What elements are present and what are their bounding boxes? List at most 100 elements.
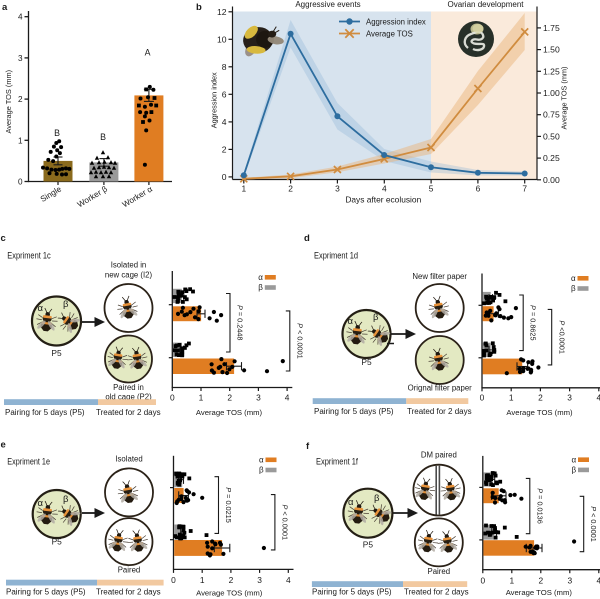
svg-text:Days after ecolusion: Days after ecolusion bbox=[345, 195, 421, 205]
svg-text:Average TOS (mm): Average TOS (mm) bbox=[196, 408, 263, 417]
svg-text:DM paired: DM paired bbox=[421, 451, 457, 460]
svg-text:Treated for 2 days: Treated for 2 days bbox=[96, 588, 161, 597]
svg-text:B: B bbox=[100, 132, 106, 142]
svg-text:0.50: 0.50 bbox=[543, 131, 560, 141]
svg-text:P < 0.0001: P < 0.0001 bbox=[295, 323, 304, 359]
svg-text:0.00: 0.00 bbox=[543, 175, 560, 185]
svg-text:β: β bbox=[63, 299, 69, 310]
svg-text:3: 3 bbox=[256, 392, 261, 402]
svg-text:a: a bbox=[2, 2, 8, 13]
svg-text:P5: P5 bbox=[51, 348, 62, 358]
svg-text:12: 12 bbox=[217, 7, 227, 17]
svg-text:0.75: 0.75 bbox=[543, 110, 560, 120]
svg-text:1: 1 bbox=[199, 392, 204, 402]
svg-text:4: 4 bbox=[382, 184, 387, 194]
svg-text:P < 0.0001: P < 0.0001 bbox=[280, 504, 289, 540]
svg-text:4: 4 bbox=[222, 117, 227, 127]
svg-text:2: 2 bbox=[18, 95, 23, 104]
svg-text:Pairing for 5 days (P5): Pairing for 5 days (P5) bbox=[312, 588, 392, 597]
svg-text:Expriment 1e: Expriment 1e bbox=[7, 457, 50, 467]
svg-text:α: α bbox=[348, 497, 354, 508]
svg-text:Expriment 1f: Expriment 1f bbox=[316, 457, 358, 467]
svg-text:3: 3 bbox=[257, 575, 262, 585]
svg-text:β: β bbox=[374, 493, 380, 504]
svg-text:β: β bbox=[259, 466, 264, 475]
svg-text:Orignal filter paper: Orignal filter paper bbox=[408, 383, 473, 392]
svg-text:P5: P5 bbox=[363, 540, 374, 550]
svg-text:2: 2 bbox=[288, 184, 293, 194]
svg-text:B: B bbox=[54, 128, 60, 138]
svg-text:P = 0.8625: P = 0.8625 bbox=[529, 305, 538, 341]
svg-text:Average TOS (mm): Average TOS (mm) bbox=[560, 67, 569, 130]
svg-text:3: 3 bbox=[567, 393, 572, 403]
svg-text:0: 0 bbox=[480, 393, 485, 403]
svg-text:Average TOS (mm): Average TOS (mm) bbox=[506, 588, 573, 597]
svg-text:Aggression index: Aggression index bbox=[366, 17, 426, 26]
svg-text:f: f bbox=[306, 441, 310, 452]
svg-text:1.50: 1.50 bbox=[543, 45, 560, 55]
svg-text:1.25: 1.25 bbox=[543, 66, 560, 76]
svg-text:0: 0 bbox=[222, 172, 227, 182]
svg-text:α: α bbox=[571, 274, 576, 283]
svg-text:α: α bbox=[259, 456, 264, 465]
svg-text:Pairing for 5 days (P5): Pairing for 5 days (P5) bbox=[314, 407, 394, 416]
svg-text:β: β bbox=[572, 466, 577, 475]
svg-text:Paired: Paired bbox=[428, 567, 451, 576]
svg-text:α: α bbox=[572, 455, 577, 464]
svg-text:New filter paper: New filter paper bbox=[412, 272, 467, 281]
svg-text:Ovarian development: Ovarian development bbox=[447, 0, 524, 9]
svg-text:P = 0.2448: P = 0.2448 bbox=[235, 305, 244, 341]
svg-text:α: α bbox=[38, 303, 44, 314]
svg-text:0: 0 bbox=[18, 178, 23, 187]
svg-text:Treated for 2 days: Treated for 2 days bbox=[96, 408, 161, 417]
svg-text:2: 2 bbox=[229, 575, 234, 585]
svg-text:Paired: Paired bbox=[118, 566, 141, 575]
svg-text:Average TOS (mm): Average TOS (mm) bbox=[4, 70, 13, 134]
svg-text:α: α bbox=[38, 498, 44, 509]
svg-text:P = 0.0215: P = 0.0215 bbox=[224, 487, 233, 523]
svg-text:d: d bbox=[304, 233, 310, 244]
svg-text:Pairing for 5 days (P5): Pairing for 5 days (P5) bbox=[5, 408, 85, 417]
svg-text:0.25: 0.25 bbox=[543, 153, 560, 163]
svg-text:Treated for 2 days: Treated for 2 days bbox=[404, 588, 469, 597]
svg-text:1: 1 bbox=[200, 575, 205, 585]
svg-text:Pairing for 5 days (P5): Pairing for 5 days (P5) bbox=[6, 588, 86, 597]
svg-text:α: α bbox=[348, 316, 354, 327]
svg-text:1.00: 1.00 bbox=[543, 88, 560, 98]
svg-text:2: 2 bbox=[227, 392, 232, 402]
svg-text:b: b bbox=[196, 2, 202, 13]
svg-text:Paired in: Paired in bbox=[113, 383, 144, 392]
svg-text:0: 0 bbox=[480, 575, 485, 585]
svg-text:α: α bbox=[258, 273, 263, 282]
svg-text:3: 3 bbox=[335, 184, 340, 194]
svg-text:β: β bbox=[63, 494, 69, 505]
svg-text:A: A bbox=[145, 48, 151, 58]
svg-text:0: 0 bbox=[171, 575, 176, 585]
svg-text:new cage (I2): new cage (I2) bbox=[105, 271, 153, 280]
svg-text:10: 10 bbox=[217, 34, 227, 44]
svg-text:1: 1 bbox=[241, 184, 246, 194]
svg-text:2: 2 bbox=[538, 393, 543, 403]
svg-text:1: 1 bbox=[18, 136, 23, 145]
svg-text:4: 4 bbox=[596, 393, 600, 403]
svg-text:β: β bbox=[571, 284, 576, 293]
svg-text:3: 3 bbox=[567, 575, 572, 585]
svg-text:0: 0 bbox=[170, 392, 175, 402]
svg-text:4: 4 bbox=[285, 392, 290, 402]
svg-text:2: 2 bbox=[538, 575, 543, 585]
svg-text:8: 8 bbox=[222, 62, 227, 72]
svg-text:2: 2 bbox=[222, 144, 227, 154]
svg-text:Treated for 2 days: Treated for 2 days bbox=[407, 407, 472, 416]
svg-text:Average TOS (mm): Average TOS (mm) bbox=[196, 588, 263, 597]
svg-text:1.75: 1.75 bbox=[543, 23, 560, 33]
svg-text:Isolated: Isolated bbox=[115, 455, 142, 464]
svg-text:P < 0.0001: P < 0.0001 bbox=[589, 506, 598, 542]
svg-text:c: c bbox=[1, 233, 6, 244]
svg-text:β: β bbox=[373, 312, 379, 323]
svg-text:P <0.0001: P <0.0001 bbox=[557, 320, 566, 353]
svg-text:P = 0.0136: P = 0.0136 bbox=[535, 488, 544, 524]
svg-text:P5: P5 bbox=[52, 537, 63, 547]
svg-text:Expriment 1d: Expriment 1d bbox=[314, 251, 358, 261]
svg-text:Average TOS (mm): Average TOS (mm) bbox=[506, 408, 573, 417]
svg-text:Average TOS: Average TOS bbox=[366, 29, 413, 38]
